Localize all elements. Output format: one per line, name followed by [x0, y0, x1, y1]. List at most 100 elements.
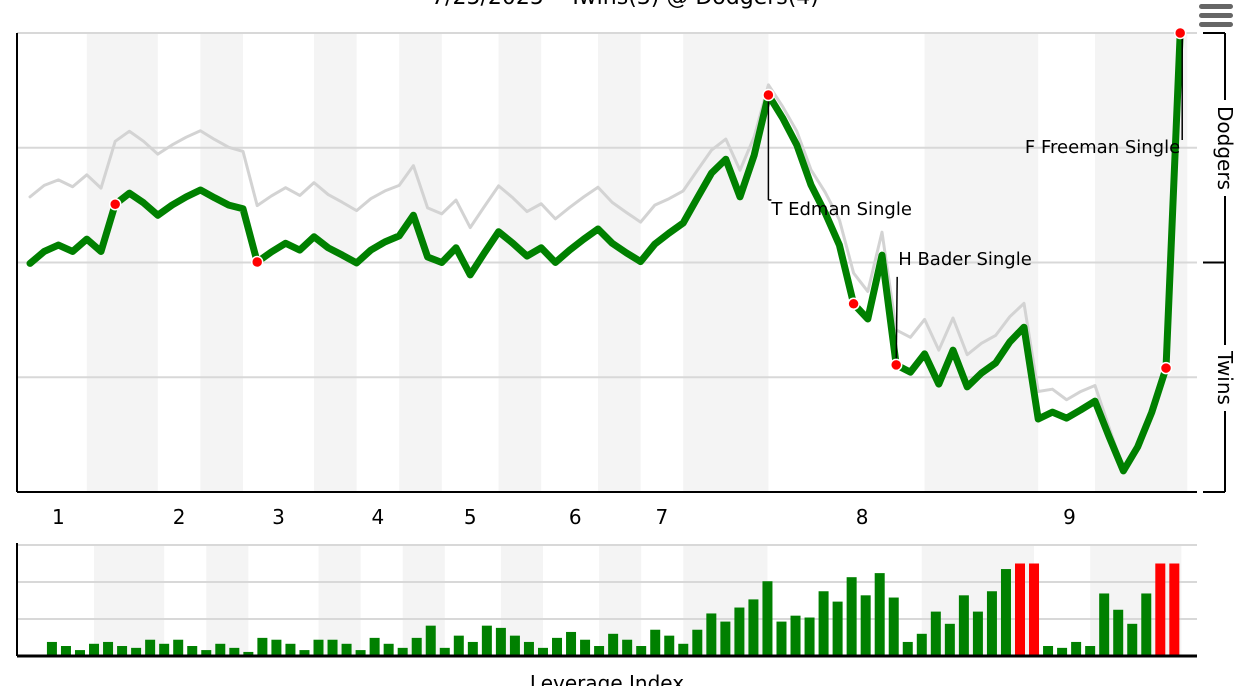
leverage-bar	[439, 647, 450, 656]
inning-label: 7	[656, 505, 669, 529]
leverage-bar	[425, 625, 436, 656]
inning-label: 3	[272, 505, 285, 529]
inning-label: 4	[372, 505, 385, 529]
main-axes	[16, 33, 1197, 493]
leverage-bar	[692, 629, 703, 656]
leverage-bar	[285, 643, 296, 656]
leverage-bar	[481, 625, 492, 656]
leverage-bar	[790, 615, 801, 656]
leverage-bar	[622, 639, 633, 656]
annotation-label: T Edman Single	[770, 199, 912, 220]
leverage-bar	[720, 621, 731, 656]
leverage-axes	[16, 543, 1197, 658]
leverage-bars	[46, 563, 1180, 656]
annotation-label: H Bader Single	[898, 249, 1032, 270]
leverage-bar	[411, 637, 422, 656]
right-axis: Dodgers Twins	[1203, 32, 1237, 493]
label-background	[1214, 100, 1236, 196]
key-play-marker	[1159, 361, 1173, 375]
leverage-bar	[1141, 593, 1152, 656]
leverage-bar	[46, 641, 57, 656]
leverage-bar	[566, 631, 577, 656]
key-play-marker	[847, 297, 860, 311]
comparison-line	[28, 31, 1182, 471]
leverage-bar	[762, 581, 773, 656]
key-play-marker	[250, 255, 264, 269]
half-inning-band	[402, 545, 445, 656]
leverage-bar	[453, 635, 464, 656]
leverage-bar	[341, 643, 352, 656]
leverage-bar	[187, 646, 198, 656]
leverage-index-label: Leverage Index	[530, 671, 684, 686]
leverage-bar	[495, 627, 506, 656]
leverage-bar	[1057, 647, 1068, 656]
leverage-bar	[874, 573, 885, 656]
leverage-bar	[117, 646, 128, 656]
leverage-bar	[748, 599, 759, 656]
inning-label: 2	[173, 505, 186, 529]
leverage-bar	[958, 595, 969, 656]
key-play-markers	[108, 26, 1187, 375]
leverage-bar	[734, 607, 745, 656]
leverage-bar	[1015, 563, 1025, 656]
inning-label: 8	[856, 505, 869, 529]
leverage-bar	[355, 650, 366, 656]
leverage-bar	[706, 613, 717, 656]
leverage-bar	[327, 639, 338, 656]
leverage-bar	[145, 639, 156, 656]
leverage-bar	[902, 641, 913, 656]
leverage-bar	[173, 639, 184, 656]
leverage-bar	[986, 591, 997, 656]
inning-labels: 1 2 3 4 5 6 7 8 9	[52, 505, 1076, 529]
leverage-bar	[818, 591, 829, 656]
leverage-bar	[860, 595, 871, 656]
leverage-bar	[1113, 609, 1124, 656]
half-inning-band	[599, 545, 642, 656]
leverage-bar	[650, 629, 661, 656]
right-axis-label-twins: Twins	[1213, 350, 1237, 405]
half-inning-band	[94, 545, 165, 656]
inning-label: 5	[464, 505, 477, 529]
label-background	[1214, 345, 1236, 411]
leverage-bar	[299, 650, 310, 656]
right-axis-label-dodgers: Dodgers	[1213, 106, 1237, 190]
leverage-bar	[60, 646, 71, 656]
annotations: T Edman Single H Bader Single F Freeman Si…	[767, 33, 1183, 365]
leverage-gridlines	[17, 544, 1197, 620]
key-play-marker	[108, 197, 122, 211]
leverage-bar	[1127, 623, 1138, 656]
half-inning-band	[206, 545, 249, 656]
leverage-bar	[1029, 563, 1040, 656]
leverage-bar	[131, 647, 142, 656]
leverage-bar	[1085, 646, 1096, 656]
half-inning-band	[318, 545, 361, 656]
inning-label: 6	[569, 505, 582, 529]
key-play-marker	[762, 88, 775, 102]
win-probability-lines	[26, 29, 1184, 475]
leverage-bar	[608, 633, 619, 656]
leverage-bar	[201, 650, 212, 656]
leverage-bar	[229, 647, 240, 656]
leverage-bar	[832, 601, 843, 656]
leverage-bar	[888, 597, 899, 656]
leverage-bar	[271, 639, 282, 656]
leverage-bar	[383, 643, 394, 656]
leverage-bar	[243, 651, 254, 656]
leverage-bar	[1099, 593, 1110, 656]
leverage-bar	[678, 643, 689, 656]
leverage-bar	[537, 647, 548, 656]
key-play-marker	[889, 358, 903, 372]
hamburger-menu-icon[interactable]	[1199, 4, 1233, 27]
annotation-leader	[895, 276, 898, 365]
main-gridlines	[17, 32, 1197, 379]
leverage-bar	[580, 639, 591, 656]
leverage-bar	[1071, 641, 1082, 656]
leverage-bar	[804, 617, 815, 656]
leverage-bar	[257, 637, 268, 656]
inning-label: 9	[1063, 505, 1076, 529]
leverage-bar	[159, 643, 170, 656]
leverage-bar	[944, 623, 955, 656]
inning-label: 1	[52, 505, 65, 529]
win-probability-line	[26, 29, 1184, 475]
